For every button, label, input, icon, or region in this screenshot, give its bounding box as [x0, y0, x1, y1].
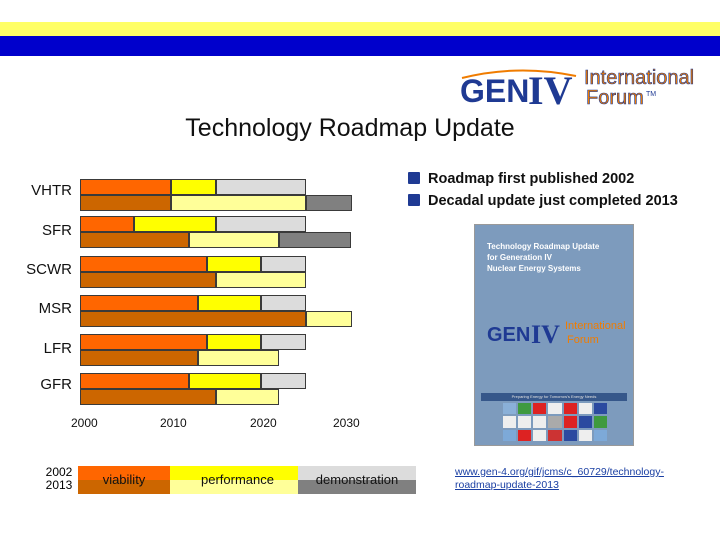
row-label-scwr: SCWR [26, 261, 72, 278]
bar-msr-2002-performance [197, 295, 261, 311]
bar-msr-2013-performance [306, 311, 352, 327]
legend-year-2013: 2013 [45, 478, 73, 492]
legend-swatch-performance [170, 466, 298, 494]
bar-gfr-2013-performance [215, 389, 280, 405]
bar-gfr-2002-performance [188, 373, 261, 389]
bullet-text: Roadmap first published 2002 [428, 171, 635, 187]
svg-text:International: International [584, 67, 694, 89]
top-band-yellow [0, 22, 720, 36]
page-title: Technology Roadmap Update [185, 114, 515, 142]
bar-lfr-2002-performance [206, 334, 261, 350]
svg-text:Forum: Forum [586, 87, 644, 109]
bar-lfr-2002-demonstration [261, 334, 307, 350]
bar-scwr-2002-viability [80, 256, 207, 272]
bullet-square-icon [408, 194, 420, 206]
bar-sfr-2002-demonstration [215, 216, 307, 232]
bar-gfr-2002-viability [80, 373, 189, 389]
bullet-square-icon [408, 172, 420, 184]
bar-vhtr-2013-demonstration [306, 195, 352, 211]
axis-tick-2000: 2000 [71, 416, 98, 430]
bar-scwr-2002-demonstration [261, 256, 307, 272]
bar-scwr-2002-performance [206, 256, 261, 272]
bar-gfr-2013-viability [80, 389, 216, 405]
bar-vhtr-2013-viability [80, 195, 171, 211]
legend-swatch-demonstration [298, 466, 416, 494]
bar-lfr-2013-viability [80, 350, 198, 366]
axis-tick-2030: 2030 [333, 416, 360, 430]
row-label-vhtr: VHTR [31, 182, 72, 199]
bar-vhtr-2002-viability [80, 179, 171, 195]
bar-sfr-2013-demonstration [279, 232, 352, 248]
svg-text:IV: IV [528, 68, 573, 110]
bullet-item: Roadmap first published 2002 [408, 168, 678, 190]
svg-text:Forum: Forum [567, 334, 599, 346]
svg-text:International: International [565, 320, 625, 332]
axis-tick-2010: 2010 [160, 416, 187, 430]
svg-text:GEN: GEN [487, 324, 530, 346]
row-label-msr: MSR [38, 300, 72, 317]
legend-performance: performance [201, 472, 274, 487]
row-label-sfr: SFR [42, 222, 72, 239]
bar-vhtr-2013-performance [170, 195, 307, 211]
row-label-gfr: GFR [40, 376, 72, 393]
bar-vhtr-2002-demonstration [215, 179, 307, 195]
roadmap-cover-image: Technology Roadmap Update for Generation… [474, 224, 634, 446]
legend-demonstration: demonstration [315, 472, 399, 487]
top-band-blue [0, 36, 720, 56]
gen-iv-logo: GEN IV International Forum TM [458, 60, 708, 113]
bar-scwr-2013-viability [80, 272, 216, 288]
bullet-text: Decadal update just completed 2013 [428, 193, 678, 209]
legend-viability: viability [102, 472, 146, 487]
bar-msr-2013-viability [80, 311, 307, 327]
svg-text:GEN: GEN [460, 73, 529, 109]
bar-gfr-2002-demonstration [261, 373, 307, 389]
cover-tagline: Preparing Energy for Tomorrow's Energy N… [481, 393, 627, 401]
cover-flags [503, 403, 607, 441]
bar-sfr-2002-performance [134, 216, 216, 232]
svg-text:IV: IV [531, 320, 560, 349]
bar-lfr-2013-performance [197, 350, 280, 366]
bar-sfr-2013-viability [80, 232, 189, 248]
cover-logo: GEN IV International Forum [487, 320, 625, 349]
legend-swatch-viability [78, 466, 170, 494]
bar-msr-2002-viability [80, 295, 198, 311]
bar-scwr-2013-performance [215, 272, 307, 288]
bar-lfr-2002-viability [80, 334, 207, 350]
bullet-item: Decadal update just completed 2013 [408, 190, 678, 212]
roadmap-link[interactable]: www.gen-4.org/gif/jcms/c_60729/technolog… [455, 466, 664, 491]
bar-sfr-2002-viability [80, 216, 135, 232]
bar-vhtr-2002-performance [170, 179, 216, 195]
bullet-list: Roadmap first published 2002 Decadal upd… [408, 168, 678, 212]
row-label-lfr: LFR [43, 340, 72, 357]
cover-title: Technology Roadmap Update for Generation… [487, 242, 600, 273]
legend-years: 2002 2013 [44, 466, 74, 492]
bar-sfr-2013-performance [188, 232, 280, 248]
legend-year-2002: 2002 [45, 465, 73, 479]
svg-text:TM: TM [646, 91, 656, 98]
bar-msr-2002-demonstration [261, 295, 307, 311]
axis-tick-2020: 2020 [250, 416, 277, 430]
gen-iv-logo-graphic: GEN IV International Forum TM [460, 67, 694, 113]
